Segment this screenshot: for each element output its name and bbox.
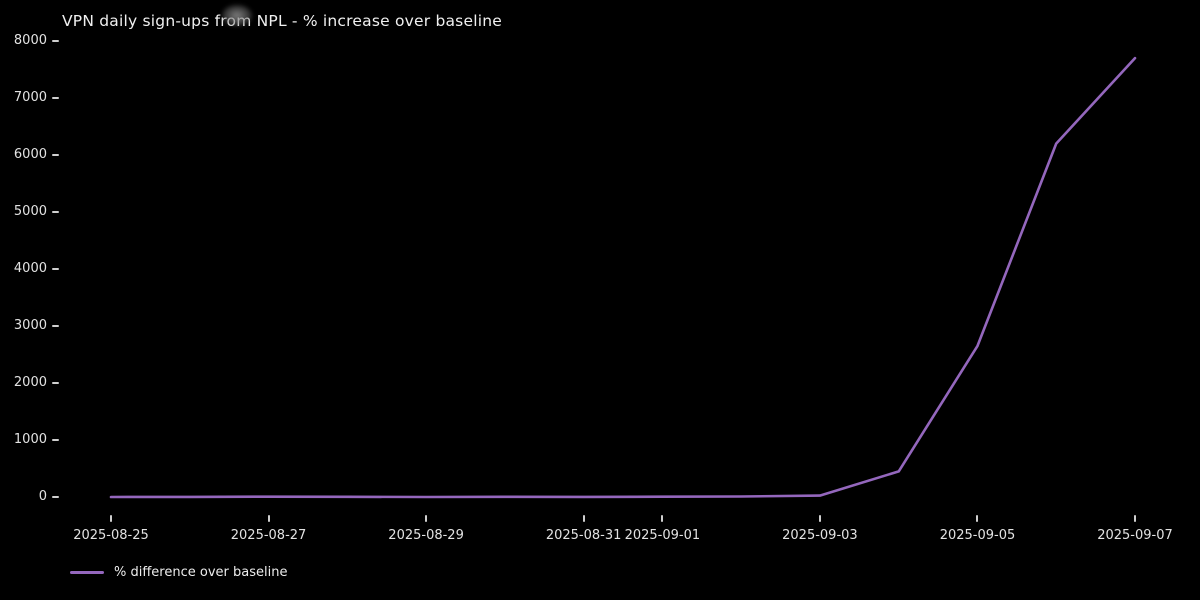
- legend-label: % difference over baseline: [114, 565, 288, 580]
- x-tick-mark: [976, 515, 979, 522]
- x-tick-mark: [582, 515, 585, 522]
- x-tick-label: 2025-08-27: [230, 528, 307, 543]
- x-tick-mark: [661, 515, 664, 522]
- y-tick-label: 2000: [13, 375, 47, 390]
- x-tick-label: 2025-09-03: [782, 528, 858, 543]
- x-tick-label: 2025-08-25: [73, 528, 149, 543]
- y-tick-label: 8000: [13, 33, 47, 48]
- y-tick-label: 1000: [13, 432, 47, 447]
- x-tick-mark: [1134, 515, 1136, 522]
- y-tick-mark: [52, 325, 59, 327]
- legend-line-swatch: [70, 571, 104, 574]
- x-tick-mark: [425, 515, 428, 522]
- x-tick-label: 2025-08-29: [388, 528, 464, 543]
- y-tick-label: 0: [38, 489, 47, 504]
- y-tick-label: 3000: [13, 318, 47, 333]
- x-tick-label: 2025-09-01: [624, 528, 701, 543]
- y-tick-mark: [52, 40, 59, 42]
- x-tick-label: 2025-09-07: [1097, 528, 1173, 543]
- y-tick-label: 5000: [13, 204, 47, 219]
- y-tick-label: 4000: [13, 261, 47, 276]
- y-tick-mark: [52, 382, 59, 384]
- x-tick-label: 2025-09-05: [939, 528, 1016, 543]
- y-tick-mark: [52, 154, 59, 156]
- y-tick-label: 7000: [13, 90, 47, 105]
- y-tick-mark: [52, 268, 59, 270]
- y-tick-mark: [52, 496, 59, 498]
- y-tick-mark: [52, 211, 59, 213]
- y-tick-mark: [52, 439, 59, 441]
- y-tick-label: 6000: [13, 147, 47, 162]
- x-tick-label: 2025-08-31: [545, 528, 622, 543]
- x-tick-mark: [110, 515, 112, 522]
- chart-line: [109, 56, 1137, 499]
- x-tick-mark: [818, 515, 821, 522]
- legend: % difference over baseline: [70, 565, 287, 580]
- x-tick-mark: [267, 515, 270, 522]
- chart-title: VPN daily sign-ups from NPL - % increase…: [62, 12, 502, 30]
- y-tick-mark: [52, 97, 59, 99]
